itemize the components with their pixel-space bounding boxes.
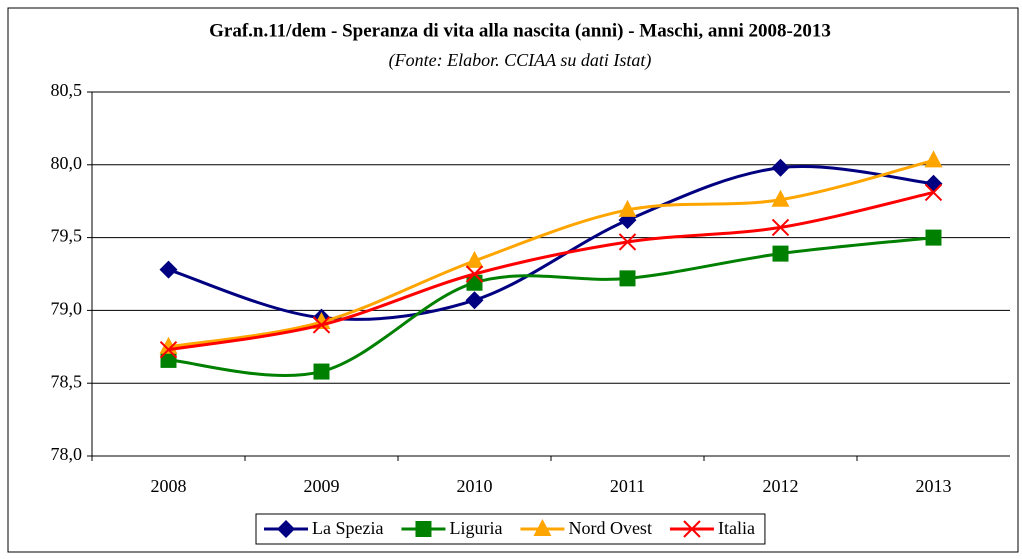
- marker: [465, 250, 484, 268]
- legend-label: Nord Ovest: [568, 518, 652, 538]
- x-tick-label: 2009: [304, 476, 340, 496]
- marker: [924, 183, 943, 202]
- legend-label: Liguria: [449, 518, 502, 538]
- marker: [159, 341, 178, 359]
- marker: [313, 363, 330, 380]
- x-tick-label: 2011: [610, 476, 645, 496]
- marker: [771, 158, 790, 177]
- marker: [465, 265, 484, 283]
- y-tick-label: 79,0: [51, 299, 83, 319]
- chart-title: Graf.n.11/dem - Speranza di vita alla na…: [209, 20, 831, 41]
- marker: [771, 189, 790, 207]
- marker: [277, 520, 295, 538]
- legend-label: La Spezia: [312, 518, 383, 538]
- marker: [924, 150, 943, 168]
- x-tick-label: 2013: [916, 476, 952, 496]
- series-line: [168, 165, 934, 321]
- marker: [159, 260, 178, 279]
- marker: [683, 520, 701, 538]
- marker: [415, 521, 432, 537]
- marker: [772, 245, 789, 262]
- marker: [312, 316, 331, 334]
- x-tick-label: 2008: [151, 476, 187, 496]
- marker: [618, 199, 637, 217]
- marker: [533, 519, 552, 536]
- legend: La Spezia Liguria Nord Ovest Italia: [255, 513, 766, 545]
- y-tick-label: 80,5: [51, 80, 83, 100]
- series-line: [168, 158, 934, 349]
- marker: [465, 291, 484, 310]
- marker: [925, 229, 942, 246]
- series-line: [168, 191, 934, 352]
- marker: [160, 351, 177, 368]
- y-tick-label: 78,5: [51, 371, 83, 391]
- y-tick-label: 78,0: [51, 444, 83, 464]
- legend-label: Italia: [718, 518, 755, 538]
- marker: [619, 270, 636, 287]
- marker: [771, 218, 790, 237]
- marker: [618, 233, 637, 251]
- series-line: [168, 236, 934, 377]
- chart-border: [7, 7, 1019, 553]
- y-tick-label: 79,5: [51, 226, 83, 246]
- chart-subtitle: (Fonte: Elabor. CCIAA su dati Istat): [389, 50, 652, 71]
- x-tick-label: 2010: [457, 476, 493, 496]
- x-tick-label: 2012: [763, 476, 799, 496]
- y-tick-label: 80,0: [51, 153, 83, 173]
